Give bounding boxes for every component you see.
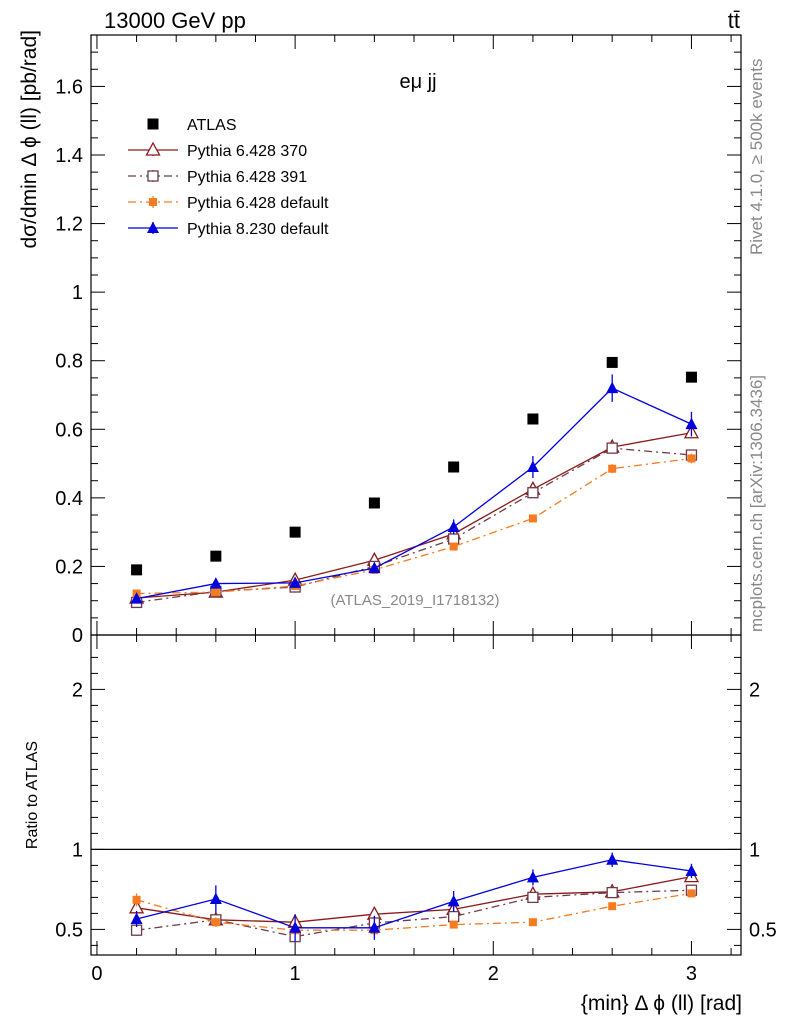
legend-marker-pythia-6-428-370 xyxy=(145,141,161,156)
ratio-point-pythia-6-428-391 xyxy=(448,910,460,923)
y-tick-label: 0.6 xyxy=(55,419,83,441)
main-point-pythia-6-428-391 xyxy=(527,487,539,499)
mcplots-label: mcplots.cern.ch [arXiv:1306.3436] xyxy=(747,375,766,632)
main-point-pythia-6-428-default xyxy=(449,542,458,551)
main-point-pythia-8-230-default xyxy=(606,381,619,394)
main-point-atlas xyxy=(368,497,380,509)
main-point-pythia-8-230-default xyxy=(685,417,698,430)
main-point-atlas xyxy=(448,461,460,473)
ratio-point-pythia-6-428-default xyxy=(211,918,220,927)
legend-marker-pythia-8-230-default xyxy=(147,221,159,233)
x-tick-label: 3 xyxy=(686,963,697,985)
y-tick-label: 0 xyxy=(72,625,83,647)
ratio-y-tick-label-left: 0.5 xyxy=(55,919,83,941)
ratio-point-pythia-8-230-default xyxy=(526,870,539,883)
main-point-pythia-6-428-391 xyxy=(606,442,618,454)
y-axis-label: dσ/dmin Δ ϕ (ll) [pb/rad] xyxy=(18,30,41,249)
main-point-atlas xyxy=(527,413,539,425)
ratio-plot-area xyxy=(91,848,741,943)
ratio-point-pythia-6-428-default xyxy=(528,918,537,927)
main-point-pythia-6-428-default xyxy=(528,514,537,523)
legend: ATLAS Pythia 6.428 370 Pythia 6.428 391 Pyt… xyxy=(128,117,329,238)
ratio-line-pythia-8-230-default xyxy=(136,859,692,929)
main-point-atlas xyxy=(131,564,143,576)
ratio-point-pythia-6-428-default xyxy=(132,895,141,904)
ratio-line-pythia-6-428-391 xyxy=(136,889,692,938)
axis-ticks: 0 1 2 3 0 0.2 0.4 0.6 0.8 1 1.2 1.4 1.6 0.5 0.5 1 1 2 2 xyxy=(55,35,777,985)
ratio-point-pythia-8-230-default xyxy=(209,892,222,904)
main-point-pythia-6-428-default xyxy=(687,454,696,463)
legend-label-pythia-6-428-default: Pythia 6.428 default xyxy=(187,195,329,212)
main-line-pythia-6-428-370 xyxy=(136,432,692,599)
y-tick-label: 1.6 xyxy=(55,76,83,98)
main-plot-area xyxy=(128,356,700,609)
y-tick-label: 1.4 xyxy=(55,145,83,167)
y-tick-label: 1 xyxy=(72,282,83,304)
main-point-pythia-8-230-default xyxy=(209,577,222,589)
ratio-point-pythia-6-428-391 xyxy=(527,891,539,904)
ratio-point-pythia-8-230-default xyxy=(368,921,381,933)
ratio-y-tick-label-left: 1 xyxy=(72,839,83,861)
ratio-y-tick-label-right: 0.5 xyxy=(749,919,777,941)
y-tick-label: 0.8 xyxy=(55,351,83,373)
ratio-y-tick-label-right: 1 xyxy=(749,839,760,861)
main-point-pythia-6-428-391 xyxy=(448,533,460,545)
legend-label-pythia-6-428-391: Pythia 6.428 391 xyxy=(187,169,307,186)
main-point-pythia-8-230-default xyxy=(368,561,381,574)
ratio-y-tick-label-left: 2 xyxy=(72,679,83,701)
y-tick-label: 0.4 xyxy=(55,488,83,510)
main-point-pythia-8-230-default xyxy=(447,520,460,532)
legend-label-pythia-6-428-370: Pythia 6.428 370 xyxy=(187,143,307,160)
main-point-atlas xyxy=(210,550,222,562)
x-tick-label: 1 xyxy=(290,963,301,985)
main-line-pythia-8-230-default xyxy=(136,387,692,600)
ratio-point-pythia-6-428-default xyxy=(449,920,458,929)
x-tick-label: 2 xyxy=(488,963,499,985)
ratio-point-pythia-8-230-default xyxy=(130,912,143,924)
main-point-pythia-6-428-default xyxy=(211,588,220,597)
energy-label: 13000 GeV pp xyxy=(104,8,246,33)
ratio-line-pythia-6-428-default xyxy=(136,892,692,931)
x-tick-label: 0 xyxy=(91,963,102,985)
ratio-point-pythia-8-230-default xyxy=(289,921,302,933)
process-label: tt̄ xyxy=(728,8,740,33)
ratio-point-pythia-8-230-default xyxy=(447,894,460,907)
y-tick-label: 1.2 xyxy=(55,214,83,236)
ratio-y-axis-label: Ratio to ATLAS xyxy=(24,741,41,849)
main-point-atlas xyxy=(606,356,618,368)
legend-label-pythia-8-230-default: Pythia 8.230 default xyxy=(187,221,329,238)
ratio-plot-frame xyxy=(90,634,742,956)
legend-marker-pythia-6-428-default xyxy=(149,198,157,206)
analysis-watermark: (ATLAS_2019_I1718132) xyxy=(330,592,499,609)
ratio-point-pythia-6-428-391 xyxy=(606,886,618,899)
y-tick-label: 0.2 xyxy=(55,556,83,578)
ratio-point-pythia-8-230-default xyxy=(685,864,698,876)
main-point-pythia-8-230-default xyxy=(289,576,302,588)
main-point-pythia-6-428-default xyxy=(608,464,617,473)
ratio-point-pythia-8-230-default xyxy=(606,853,619,865)
main-point-pythia-8-230-default xyxy=(526,460,539,472)
main-point-atlas xyxy=(685,371,697,383)
ratio-y-tick-label-right: 2 xyxy=(749,679,760,701)
main-line-pythia-6-428-default xyxy=(136,457,692,595)
legend-label-atlas: ATLAS xyxy=(187,117,237,134)
rivet-version-label: Rivet 4.1.0, ≥ 500k events xyxy=(747,59,766,255)
ratio-point-pythia-6-428-default xyxy=(687,889,696,898)
ratio-line-pythia-6-428-370 xyxy=(136,875,692,923)
legend-marker-atlas xyxy=(147,118,159,130)
ratio-point-pythia-6-428-default xyxy=(608,902,617,911)
x-axis-label: {min} Δ ϕ (ll) [rad] xyxy=(581,992,742,1015)
legend-marker-pythia-6-428-391 xyxy=(147,170,159,182)
chart-title: eμ jj xyxy=(399,71,436,93)
main-point-pythia-8-230-default xyxy=(130,592,143,604)
main-point-atlas xyxy=(289,526,301,538)
